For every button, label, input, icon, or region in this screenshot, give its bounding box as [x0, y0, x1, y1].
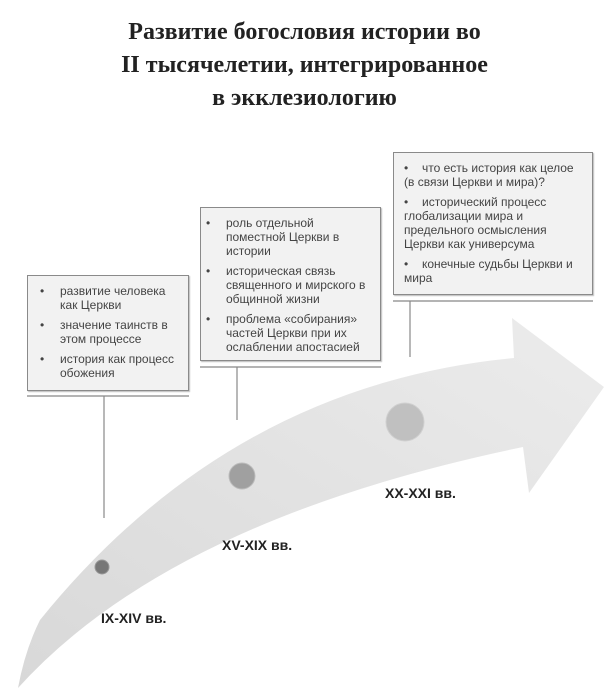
period-box-1: развитие человека как Церкви значение та… [27, 275, 189, 391]
list-item: история как процесс обожения [40, 352, 182, 380]
list-item: значение таинств в этом процессе [40, 318, 182, 346]
title-line: II тысячелетии, интегрированное [121, 52, 488, 78]
period-marker-3 [385, 402, 425, 442]
period-box-2: роль отдельной поместной Церкви в истори… [200, 207, 381, 361]
list-item: историческая связь священного и мирского… [206, 264, 374, 306]
period-label-1: IX-XIV вв. [101, 610, 167, 626]
title-line: Развитие богословия истории во [128, 19, 481, 45]
list-item: что есть история как целое (в связи Церк… [404, 161, 586, 189]
list-item: исторический процесс глобализации мира и… [404, 195, 586, 251]
timeline-arrow [18, 318, 604, 688]
list-item: роль отдельной поместной Церкви в истори… [206, 216, 374, 258]
period-label-2: XV-XIX вв. [222, 537, 293, 553]
period-marker-2 [228, 462, 256, 490]
list-item: конечные судьбы Церкви и мира [404, 257, 586, 285]
period-box-3: что есть история как целое (в связи Церк… [393, 152, 593, 295]
period-label-3: XX-XXI вв. [385, 485, 456, 501]
period-marker-1 [94, 559, 110, 575]
title-line: в экклезиологию [212, 85, 397, 111]
list-item: развитие человека как Церкви [40, 284, 182, 312]
diagram-title: Развитие богословия истории во II тысяче… [0, 16, 609, 115]
list-item: проблема «собирания» частей Церкви при и… [206, 312, 374, 354]
